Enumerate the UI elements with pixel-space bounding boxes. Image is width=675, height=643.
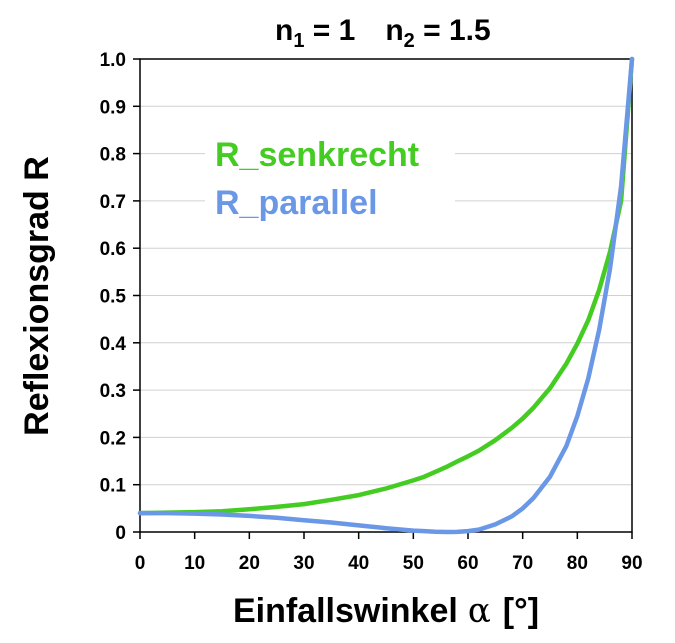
y-tick-label: 1.0 bbox=[100, 50, 126, 71]
series-line-r-senkrecht bbox=[137, 56, 635, 516]
x-axis-unit: [°] bbox=[503, 592, 539, 630]
x-tick-label: 60 bbox=[457, 553, 478, 574]
axis-ticks: 0 0.1 0.2 0.3 0.4 0.5 0.6 0.7 0.8 0.9 1.0 0 10 20 30 40… bbox=[100, 50, 643, 574]
legend-label-r-parallel: R_parallel bbox=[215, 184, 378, 222]
y-tick-label: 0.1 bbox=[100, 476, 127, 497]
title-n2: n bbox=[385, 14, 403, 47]
x-tick-label: 90 bbox=[621, 553, 642, 574]
x-tick-label: 80 bbox=[567, 553, 588, 574]
x-axis-title: Einfallswinkel α [°] bbox=[233, 591, 539, 631]
title-n1-subscript: 1 bbox=[293, 30, 304, 52]
series-lines bbox=[137, 56, 635, 535]
y-tick-label: 0.9 bbox=[100, 97, 126, 118]
y-tick-label: 0.2 bbox=[100, 428, 126, 449]
title-n2-subscript: 2 bbox=[404, 30, 415, 52]
y-tick-label: 0.4 bbox=[100, 334, 127, 355]
y-axis-title: Reflexionsgrad R bbox=[18, 156, 56, 436]
alpha-symbol: α bbox=[468, 591, 491, 631]
x-tick-label: 40 bbox=[348, 553, 369, 574]
legend-background bbox=[205, 130, 455, 222]
y-tick-label: 0.6 bbox=[100, 239, 126, 260]
x-axis-title-text: Einfallswinkel bbox=[233, 592, 458, 630]
series-line-r-parallel bbox=[137, 56, 635, 535]
legend-label-r-senkrecht: R_senkrecht bbox=[215, 136, 419, 174]
y-tick-label: 0.5 bbox=[100, 287, 127, 308]
x-tick-label: 0 bbox=[135, 553, 146, 574]
title-n1-value: = 1 bbox=[304, 14, 355, 47]
x-tick-label: 50 bbox=[403, 553, 424, 574]
y-tick-label: 0 bbox=[115, 523, 126, 544]
x-tick-label: 10 bbox=[184, 553, 205, 574]
y-tick-label: 0.3 bbox=[100, 381, 126, 402]
y-tick-label: 0.7 bbox=[100, 192, 126, 213]
title-n2-value: = 1.5 bbox=[415, 14, 491, 47]
chart-title: n1 = 1 n2 = 1.5 bbox=[275, 14, 491, 52]
x-tick-label: 20 bbox=[239, 553, 260, 574]
title-n1: n bbox=[275, 14, 293, 47]
y-tick-label: 0.8 bbox=[100, 145, 126, 166]
x-tick-label: 70 bbox=[512, 553, 533, 574]
x-tick-label: 30 bbox=[293, 553, 314, 574]
